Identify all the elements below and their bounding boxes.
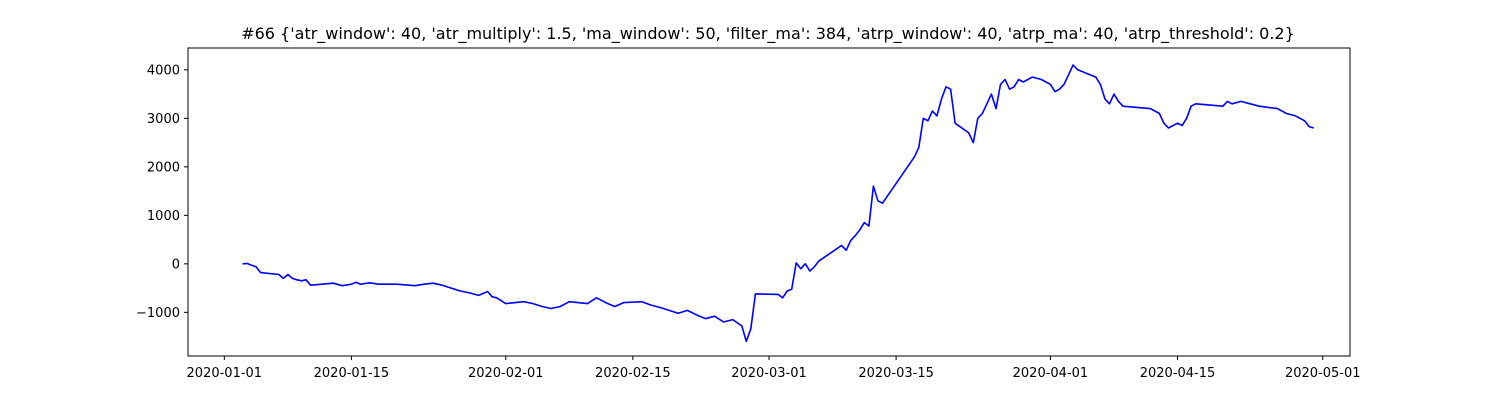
series-line-0: [242, 64, 1314, 343]
x-tick-label: 2020-04-01: [1013, 366, 1089, 381]
plot-frame: [187, 47, 1351, 357]
y-tick-label: 2000: [147, 160, 180, 175]
x-tick-label: 2020-05-01: [1285, 366, 1361, 381]
x-tick-label: 2020-01-15: [314, 366, 390, 381]
x-tick-label: 2020-03-15: [858, 366, 934, 381]
x-tick-label: 2020-03-01: [731, 366, 807, 381]
x-tick-label: 2020-02-15: [595, 366, 671, 381]
y-tick-label: 4000: [147, 63, 180, 78]
y-axis: −1000 0 1000 2000 3000 4000: [136, 63, 188, 321]
y-tick-label: −1000: [136, 306, 180, 321]
x-axis: 2020-01-01 2020-01-15 2020-02-01 2020-02-15…: [187, 356, 1361, 381]
x-tick-label: 2020-02-01: [468, 366, 544, 381]
x-tick-label: 2020-01-01: [187, 366, 263, 381]
x-tick-label: 2020-04-15: [1140, 366, 1216, 381]
y-tick-label: 0: [172, 257, 180, 272]
plot-area: [242, 64, 1314, 343]
y-tick-label: 3000: [147, 112, 180, 127]
chart-title: #66 {'atr_window': 40, 'atr_multiply': 1…: [241, 24, 1295, 44]
y-tick-label: 1000: [147, 209, 180, 224]
